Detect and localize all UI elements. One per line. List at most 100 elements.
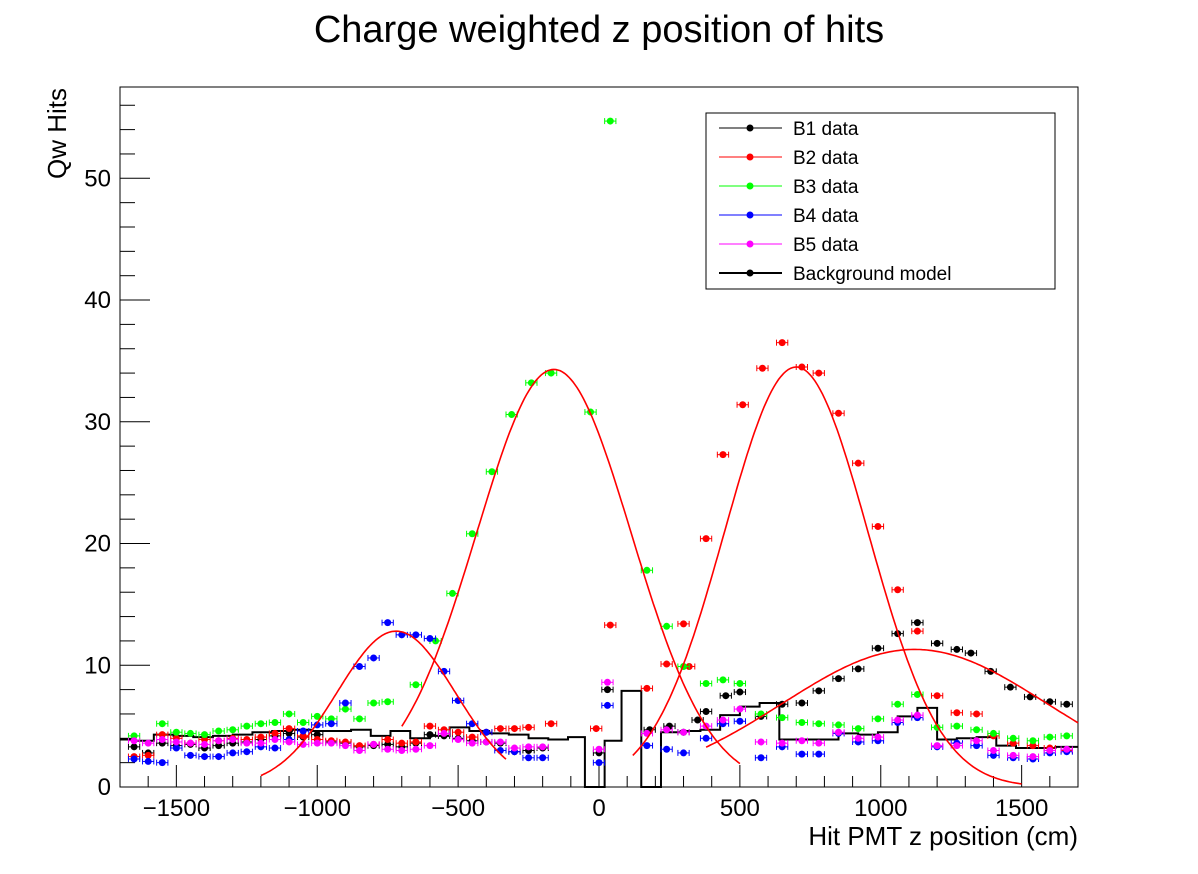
data-point xyxy=(1006,683,1014,691)
x-axis-label: Hit PMT z position (cm) xyxy=(808,821,1078,851)
data-point xyxy=(313,731,321,739)
y-tick-label: 50 xyxy=(84,165,111,192)
data-point xyxy=(539,754,547,762)
data-point xyxy=(736,705,744,713)
data-point xyxy=(778,339,786,347)
data-point xyxy=(702,734,710,742)
data-point xyxy=(663,660,671,668)
data-point xyxy=(186,751,194,759)
chart-title: Charge weighted z position of hits xyxy=(314,9,884,51)
data-point xyxy=(130,755,138,763)
data-point xyxy=(603,701,611,709)
x-tick-label: −500 xyxy=(431,795,485,822)
data-point xyxy=(595,759,603,767)
data-point xyxy=(606,117,614,125)
y-tick-label: 10 xyxy=(84,652,111,679)
data-point xyxy=(722,692,730,700)
legend-marker xyxy=(746,240,754,248)
data-point xyxy=(341,742,349,750)
data-point xyxy=(186,739,194,747)
data-point xyxy=(215,742,223,750)
data-point xyxy=(702,680,710,688)
data-point xyxy=(539,743,547,751)
data-point xyxy=(1009,751,1017,759)
legend-label: Background model xyxy=(793,264,951,285)
data-point xyxy=(798,718,806,726)
legend-marker xyxy=(746,211,754,219)
data-point xyxy=(835,675,842,683)
data-point xyxy=(680,749,688,757)
data-point xyxy=(299,732,307,740)
data-point xyxy=(1029,753,1037,761)
data-point xyxy=(854,734,862,742)
legend-label: B5 data xyxy=(793,235,859,256)
data-point xyxy=(285,725,293,733)
data-point xyxy=(815,720,823,728)
data-point xyxy=(158,731,166,739)
data-point xyxy=(313,739,321,747)
data-point xyxy=(953,722,961,730)
data-point xyxy=(158,720,166,728)
data-point xyxy=(356,742,363,750)
data-point xyxy=(144,739,152,747)
data-point xyxy=(894,716,902,724)
data-point xyxy=(1046,746,1054,754)
data-point xyxy=(215,727,223,735)
data-point xyxy=(1009,734,1017,742)
data-point xyxy=(663,622,671,630)
data-point xyxy=(144,757,152,765)
data-point xyxy=(201,740,209,748)
data-point xyxy=(299,718,307,726)
legend-box xyxy=(705,112,1056,290)
data-point xyxy=(719,676,727,684)
fit-curve-1 xyxy=(260,630,507,777)
data-point xyxy=(341,699,349,707)
data-point xyxy=(271,744,279,752)
data-point xyxy=(510,725,518,733)
data-point xyxy=(603,678,611,686)
series-4 xyxy=(127,619,1073,767)
data-point xyxy=(1029,737,1037,745)
data-point xyxy=(313,712,321,720)
legend-marker xyxy=(746,124,754,132)
data-point xyxy=(815,750,823,758)
y-tick-label: 0 xyxy=(98,774,111,801)
data-point xyxy=(525,743,533,751)
data-point xyxy=(1009,739,1017,747)
data-point xyxy=(172,744,180,752)
data-point xyxy=(815,369,823,377)
data-point xyxy=(933,692,941,700)
x-tick-label: 500 xyxy=(720,795,760,822)
data-point xyxy=(468,739,476,747)
data-point xyxy=(496,738,504,746)
data-point xyxy=(757,754,765,762)
data-point xyxy=(454,728,462,736)
data-point xyxy=(229,736,237,744)
data-point xyxy=(953,709,961,717)
data-point xyxy=(243,748,251,756)
data-point xyxy=(835,409,842,417)
data-point xyxy=(854,725,862,733)
x-tick-label: −1500 xyxy=(143,795,210,822)
data-point xyxy=(454,736,462,744)
fit-curve-2 xyxy=(401,368,741,765)
series-2 xyxy=(127,339,1073,761)
plot-area: −1500 −1000 −500 0 500 1000 1500 0 10 20 30 40 50 xyxy=(84,86,1079,822)
fit-curve-3 xyxy=(632,366,1022,785)
data-point xyxy=(412,681,420,689)
data-point xyxy=(874,644,882,652)
data-point xyxy=(973,710,981,718)
data-point xyxy=(130,743,138,751)
data-point xyxy=(482,728,490,736)
data-point xyxy=(702,535,710,543)
data-point xyxy=(643,566,651,574)
x-tick-label: 0 xyxy=(592,795,605,822)
data-point xyxy=(815,687,823,695)
data-point xyxy=(778,714,786,722)
data-point xyxy=(933,742,941,750)
data-point xyxy=(496,725,504,733)
data-point xyxy=(736,717,744,725)
data-point xyxy=(172,738,180,746)
legend-label: B2 data xyxy=(793,148,859,169)
